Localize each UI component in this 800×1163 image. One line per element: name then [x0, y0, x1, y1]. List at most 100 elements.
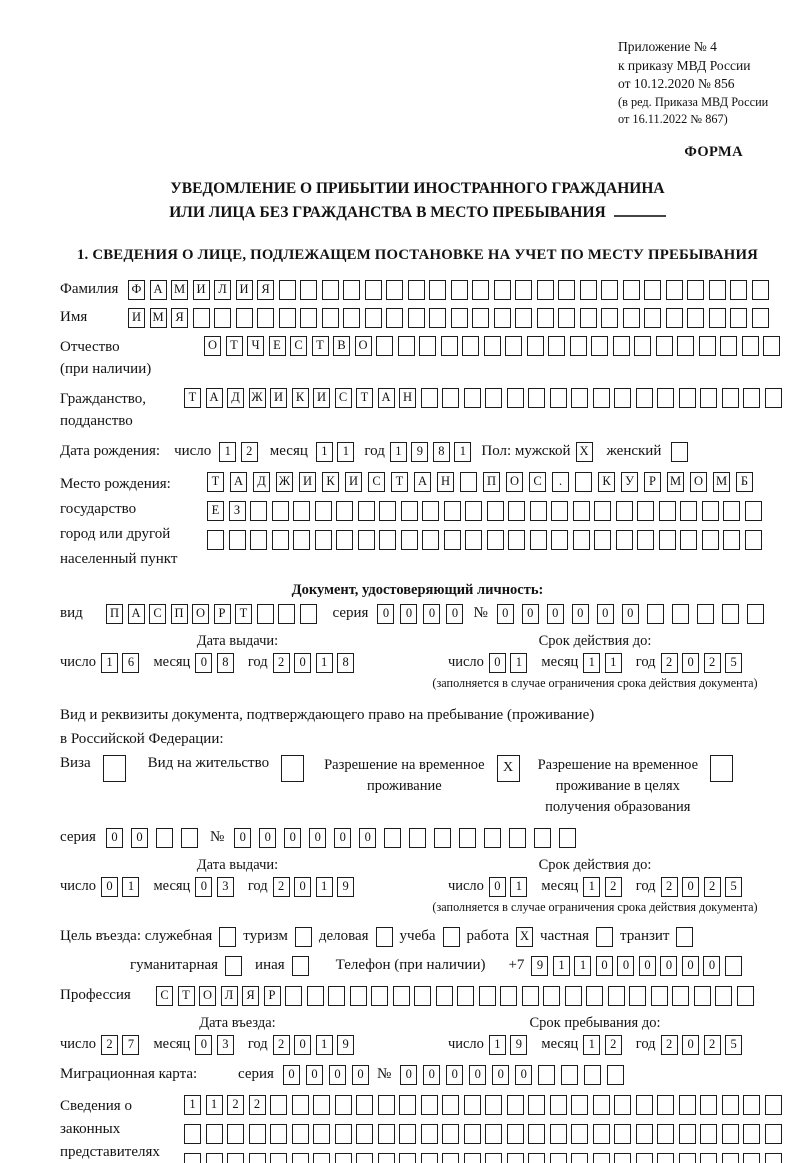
char-cell[interactable]: Т	[225, 335, 243, 356]
char-cell[interactable]	[500, 985, 517, 1006]
char-cell[interactable]: 1	[219, 441, 237, 462]
char-cell[interactable]	[751, 279, 769, 300]
char-cell[interactable]: 0	[305, 1064, 323, 1085]
purpose-humanitarian-checkbox[interactable]	[225, 955, 243, 976]
char-cell[interactable]	[751, 307, 769, 328]
char-cell[interactable]	[384, 827, 402, 848]
char-cell[interactable]	[594, 500, 611, 521]
char-cell[interactable]	[334, 1123, 352, 1144]
char-cell[interactable]	[622, 279, 640, 300]
char-cell[interactable]	[592, 1094, 610, 1115]
char-cell[interactable]	[592, 1152, 610, 1163]
char-cell[interactable]: О	[199, 985, 216, 1006]
char-cell[interactable]: П	[483, 471, 500, 492]
char-cell[interactable]: К	[291, 387, 309, 408]
char-cell[interactable]	[721, 1123, 739, 1144]
char-cell[interactable]: 0	[660, 955, 678, 976]
char-cell[interactable]	[336, 500, 353, 521]
char-cell[interactable]: 5	[725, 1034, 743, 1055]
char-cell[interactable]: 2	[240, 441, 258, 462]
char-cell[interactable]	[291, 1094, 309, 1115]
char-cell[interactable]: 7	[122, 1034, 140, 1055]
char-cell[interactable]: 1	[583, 876, 601, 897]
char-cell[interactable]: 0	[377, 603, 395, 624]
char-cell[interactable]	[646, 603, 664, 624]
purpose-other-checkbox[interactable]	[291, 955, 309, 976]
char-cell[interactable]	[356, 1152, 373, 1163]
char-cell[interactable]: Т	[235, 603, 252, 624]
char-cell[interactable]	[572, 500, 590, 521]
char-cell[interactable]: 2	[660, 652, 678, 673]
char-cell[interactable]: У	[621, 471, 638, 492]
char-cell[interactable]: 5	[725, 652, 743, 673]
char-cell[interactable]	[693, 985, 711, 1006]
char-cell[interactable]	[743, 1094, 760, 1115]
char-cell[interactable]: А	[205, 387, 223, 408]
char-cell[interactable]	[343, 279, 360, 300]
char-cell[interactable]: Б	[736, 471, 753, 492]
char-cell[interactable]	[285, 985, 302, 1006]
char-cell[interactable]	[764, 1094, 782, 1115]
char-cell[interactable]: 0	[351, 1064, 369, 1085]
char-cell[interactable]: 0	[359, 827, 377, 848]
char-cell[interactable]	[548, 335, 565, 356]
char-cell[interactable]	[571, 1094, 588, 1115]
char-cell[interactable]	[399, 1152, 416, 1163]
char-cell[interactable]: М	[171, 279, 188, 300]
char-cell[interactable]: О	[354, 335, 372, 356]
char-cell[interactable]	[579, 307, 597, 328]
char-cell[interactable]: 2	[227, 1094, 244, 1115]
char-cell[interactable]	[442, 1152, 459, 1163]
char-cell[interactable]	[635, 1152, 653, 1163]
char-cell[interactable]: 0	[423, 1064, 441, 1085]
char-cell[interactable]: 2	[272, 876, 290, 897]
char-cell[interactable]: И	[270, 387, 287, 408]
char-cell[interactable]	[443, 529, 461, 550]
char-cell[interactable]: З	[228, 500, 246, 521]
char-cell[interactable]	[658, 500, 676, 521]
char-cell[interactable]	[377, 1123, 395, 1144]
char-cell[interactable]	[515, 307, 532, 328]
char-cell[interactable]	[736, 985, 754, 1006]
char-cell[interactable]	[680, 500, 697, 521]
char-cell[interactable]	[592, 1123, 610, 1144]
char-cell[interactable]	[228, 529, 246, 550]
char-cell[interactable]	[671, 603, 689, 624]
char-cell[interactable]: 0	[294, 652, 312, 673]
char-cell[interactable]	[764, 1152, 782, 1163]
char-cell[interactable]: 0	[682, 1034, 700, 1055]
char-cell[interactable]	[442, 387, 459, 408]
char-cell[interactable]	[420, 1152, 438, 1163]
char-cell[interactable]: Т	[311, 335, 329, 356]
char-cell[interactable]	[612, 335, 630, 356]
char-cell[interactable]: 2	[272, 652, 290, 673]
char-cell[interactable]	[463, 1094, 481, 1115]
char-cell[interactable]	[764, 1123, 782, 1144]
char-cell[interactable]: В	[333, 335, 350, 356]
char-cell[interactable]	[270, 1152, 287, 1163]
char-cell[interactable]	[607, 1064, 625, 1085]
char-cell[interactable]	[678, 1152, 696, 1163]
char-cell[interactable]	[559, 827, 577, 848]
char-cell[interactable]	[407, 307, 425, 328]
char-cell[interactable]	[743, 1152, 760, 1163]
char-cell[interactable]	[399, 1123, 416, 1144]
char-cell[interactable]	[271, 529, 289, 550]
char-cell[interactable]: 0	[130, 827, 148, 848]
char-cell[interactable]: П	[106, 603, 123, 624]
char-cell[interactable]: Т	[207, 471, 224, 492]
char-cell[interactable]	[741, 335, 759, 356]
char-cell[interactable]: 5	[725, 876, 743, 897]
char-cell[interactable]: 0	[546, 603, 564, 624]
char-cell[interactable]	[634, 335, 651, 356]
char-cell[interactable]	[506, 1123, 524, 1144]
char-cell[interactable]	[306, 985, 324, 1006]
char-cell[interactable]	[601, 307, 618, 328]
char-cell[interactable]	[485, 387, 502, 408]
char-cell[interactable]	[601, 279, 618, 300]
char-cell[interactable]: 2	[272, 1034, 290, 1055]
char-cell[interactable]: 1	[583, 1034, 601, 1055]
char-cell[interactable]	[184, 1123, 201, 1144]
char-cell[interactable]	[472, 307, 489, 328]
char-cell[interactable]	[294, 926, 312, 947]
